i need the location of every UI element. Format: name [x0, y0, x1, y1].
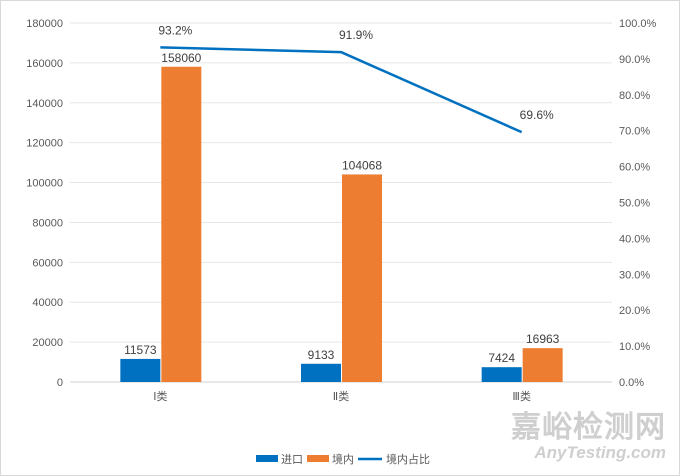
- watermark-line2: AnyTesting.com: [534, 443, 666, 462]
- y-tick-label: 60000: [32, 257, 63, 269]
- y2-tick-label: 90.0%: [619, 54, 650, 66]
- x-tick-label: Ⅱ类: [333, 389, 349, 403]
- watermark-logo: 嘉峪检测网 AnyTesting.com: [511, 412, 666, 462]
- y2-tick-label: 40.0%: [619, 233, 650, 245]
- y2-tick-label: 0.0%: [619, 377, 644, 389]
- bar-data-label: 7424: [488, 351, 515, 365]
- y2-tick-label: 60.0%: [619, 162, 650, 174]
- y-tick-label: 0: [57, 377, 63, 389]
- bar-进口: [120, 358, 161, 382]
- bar-data-label: 104068: [342, 158, 382, 172]
- y2-tick-label: 70.0%: [619, 126, 650, 138]
- line-data-label: 91.9%: [339, 28, 373, 42]
- line-data-label: 93.2%: [158, 23, 192, 37]
- y-tick-label: 120000: [26, 138, 63, 150]
- bar-进口: [481, 367, 522, 382]
- bar-境内: [161, 66, 202, 382]
- y-tick-label: 180000: [26, 18, 63, 30]
- bar-data-label: 158060: [161, 51, 201, 65]
- y-tick-label: 140000: [26, 98, 63, 110]
- y-tick-label: 40000: [32, 297, 63, 309]
- y2-tick-label: 50.0%: [619, 198, 650, 210]
- y2-tick-label: 20.0%: [619, 305, 650, 317]
- line-境内占比: [160, 46, 523, 134]
- x-tick-label: Ⅲ类: [512, 389, 531, 403]
- watermark-line1: 嘉峪检测网: [511, 410, 666, 445]
- bar-data-label: 16963: [526, 332, 560, 346]
- y2-tick-label: 100.0%: [619, 18, 657, 30]
- bar-进口: [301, 363, 341, 382]
- y-tick-label: 80000: [32, 217, 63, 229]
- legend-swatch-进口: [256, 455, 278, 462]
- y-tick-label: 20000: [32, 337, 63, 349]
- legend-label: 进口: [281, 453, 303, 466]
- y-tick-label: 160000: [26, 58, 63, 70]
- line-data-label: 69.6%: [520, 108, 554, 122]
- y2-tick-label: 10.0%: [619, 341, 650, 353]
- legend-swatch-境内: [307, 455, 329, 462]
- bar-data-label: 11573: [124, 343, 157, 357]
- legend-label: 境内: [332, 452, 354, 466]
- legend-label: 境内占比: [386, 452, 430, 466]
- bar-data-label: 9133: [308, 348, 335, 362]
- y2-tick-label: 30.0%: [619, 269, 650, 281]
- y-tick-label: 100000: [26, 178, 63, 190]
- bar-境内: [522, 348, 563, 382]
- x-tick-label: Ⅰ类: [153, 389, 167, 403]
- bar-境内: [342, 174, 382, 382]
- y2-tick-label: 80.0%: [619, 90, 650, 102]
